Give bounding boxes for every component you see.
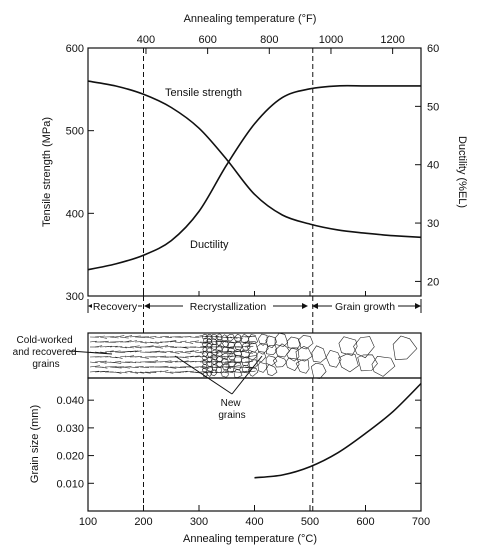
tick-label: 1000 — [319, 34, 343, 46]
tensile-strength-label: Tensile strength — [165, 87, 242, 99]
tick-label: 1200 — [380, 34, 404, 46]
tick-label: 300 — [190, 516, 208, 528]
ductility-label: Ductility — [190, 239, 229, 251]
tick-label: 600 — [356, 516, 374, 528]
grain-size-axis-title: Grain size (mm) — [29, 405, 41, 483]
new-grains-label: New grains — [218, 398, 245, 421]
tensile-axis-title: Tensile strength (MPa) — [41, 117, 53, 227]
tick-label: 800 — [260, 34, 278, 46]
ductility-axis-ticks: 20 30 40 50 60 — [415, 43, 439, 288]
cold-worked-label: Cold-worked and recovered grains — [13, 335, 80, 370]
cold-worked-annotation: Cold-worked and recovered grains — [13, 335, 113, 370]
tick-label: 20 — [427, 276, 439, 288]
tick-label: 50 — [427, 101, 439, 113]
lower-plot-frame — [87, 377, 422, 512]
tick-label: 200 — [134, 516, 152, 528]
tick-label: 500 — [301, 516, 319, 528]
tick-label: 100 — [79, 516, 97, 528]
tick-label: 600 — [198, 34, 216, 46]
tick-label: 0.020 — [56, 451, 84, 463]
tick-label: 30 — [427, 218, 439, 230]
tick-label: 400 — [66, 208, 84, 220]
tick-label: 500 — [66, 126, 84, 138]
bottom-axis-title: Annealing temperature (°C) — [183, 533, 317, 545]
ductility-axis-title: Ductility (%EL) — [456, 136, 468, 208]
tick-label: 60 — [427, 43, 439, 55]
grain-size-curve — [254, 382, 422, 479]
stage-recrystallization: Recrystallization — [190, 301, 267, 313]
fahrenheit-axis-ticks: 400 600 800 1000 1200 — [137, 34, 405, 54]
ductility-curve — [87, 84, 421, 271]
tick-label: 600 — [66, 43, 84, 55]
tick-label: 700 — [412, 516, 430, 528]
grain-size-axis-ticks: 0.010 0.020 0.030 0.040 — [56, 395, 421, 490]
stage-boundaries — [143, 48, 314, 511]
tick-label: 0.040 — [56, 395, 84, 407]
tick-label: 0.010 — [56, 478, 84, 490]
stage-recovery: Recovery — [93, 301, 138, 313]
tick-label: 400 — [137, 34, 155, 46]
top-axis-title: Annealing temperature (°F) — [184, 13, 317, 25]
tensile-axis-ticks: 300 400 500 600 — [66, 43, 94, 303]
celsius-axis-ticks: 100 200 300 400 500 600 700 — [79, 291, 430, 528]
tick-label: 300 — [66, 291, 84, 303]
grain-microstructure — [89, 332, 418, 379]
stage-grain-growth: Grain growth — [335, 301, 395, 313]
tensile-strength-curve — [87, 80, 422, 239]
tick-label: 40 — [427, 160, 439, 172]
tick-label: 400 — [245, 516, 263, 528]
new-grains-annotation: New grains — [174, 355, 263, 421]
stage-bar: Recovery Recrystallization Grain growth — [87, 299, 422, 313]
tick-label: 0.030 — [56, 423, 84, 435]
